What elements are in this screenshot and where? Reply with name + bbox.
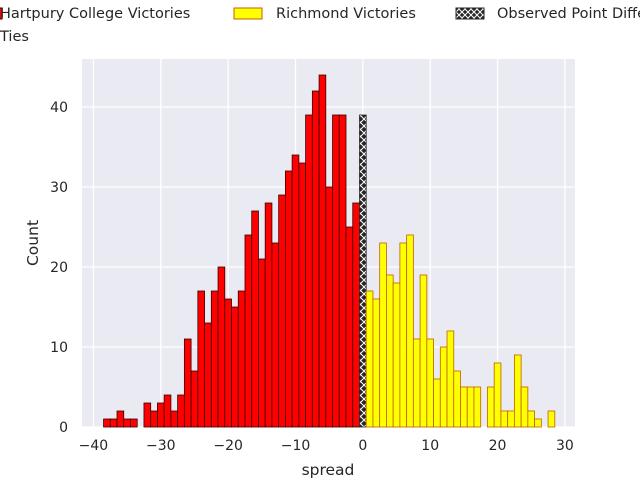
bar-hartpury-college-victories — [123, 418, 131, 428]
bar-hartpury-college-victories — [183, 338, 192, 428]
bar-hartpury-college-victories — [258, 258, 266, 428]
bar-hartpury-college-victories — [338, 114, 347, 428]
bar-hartpury-college-victories — [291, 154, 300, 428]
bar-hartpury-college-victories — [311, 90, 320, 428]
bar-hartpury-college-victories — [170, 410, 179, 428]
x-tick-label: 30 — [556, 438, 574, 454]
bar-richmond-victories — [412, 338, 421, 428]
bar-richmond-victories — [439, 346, 448, 428]
bar-richmond-victories — [372, 298, 381, 428]
bar-hartpury-college-victories — [163, 394, 172, 428]
bar-hartpury-college-victories — [278, 194, 286, 428]
bar-richmond-victories — [379, 242, 387, 428]
legend-label-hartpury: Hartpury College Victories — [0, 6, 190, 22]
bar-richmond-victories — [466, 386, 475, 428]
bar-richmond-victories — [493, 362, 502, 428]
legend-swatch-observed — [455, 7, 485, 20]
x-axis-label: spread — [302, 461, 355, 479]
bar-richmond-victories — [547, 410, 556, 428]
bar-hartpury-college-victories — [332, 114, 340, 428]
y-tick-labels: 0 10 20 30 40 — [50, 100, 68, 436]
bar-richmond-victories — [365, 290, 374, 428]
y-tick-label: 10 — [50, 340, 68, 356]
bar-hartpury-college-victories — [197, 290, 205, 428]
legend-label-ties: Ties — [0, 29, 29, 45]
x-tick-label: −20 — [213, 438, 243, 454]
x-tick-label: 20 — [489, 438, 507, 454]
bar-hartpury-college-victories — [271, 242, 280, 428]
bar-hartpury-college-victories — [177, 394, 185, 428]
bar-richmond-victories — [520, 386, 529, 428]
y-tick-label: 20 — [50, 260, 68, 276]
y-tick-label: 30 — [50, 180, 68, 196]
bar-richmond-victories — [406, 234, 414, 428]
bar-richmond-victories — [513, 354, 522, 428]
bar-richmond-victories — [473, 386, 482, 428]
x-tick-label: −30 — [146, 438, 176, 454]
legend: Hartpury College Victories Richmond Vict… — [0, 6, 640, 45]
bar-hartpury-college-victories — [298, 162, 307, 428]
x-tick-label: 10 — [421, 438, 439, 454]
bar-hartpury-college-victories — [224, 298, 232, 428]
bar-hartpury-college-victories — [130, 418, 138, 428]
bar-hartpury-college-victories — [231, 306, 239, 428]
bar-hartpury-college-victories — [143, 402, 152, 428]
bar-observed-point-differential — [359, 114, 367, 428]
bar-hartpury-college-victories — [305, 114, 313, 428]
bar-richmond-victories — [419, 274, 428, 428]
bar-hartpury-college-victories — [217, 266, 226, 428]
bar-hartpury-college-victories — [345, 226, 354, 428]
bar-richmond-victories — [527, 410, 535, 428]
bar-richmond-victories — [487, 386, 495, 428]
x-tick-label: −10 — [281, 438, 311, 454]
x-tick-label: 0 — [358, 438, 367, 454]
legend-label-richmond: Richmond Victories — [276, 6, 416, 22]
bar-richmond-victories — [500, 410, 509, 428]
bar-hartpury-college-victories — [116, 410, 125, 428]
bar-richmond-victories — [453, 370, 461, 428]
y-axis-label: Count — [24, 220, 42, 266]
bar-richmond-victories — [446, 330, 455, 428]
y-tick-label: 0 — [59, 420, 68, 436]
bar-richmond-victories — [507, 410, 515, 428]
bar-hartpury-college-victories — [103, 418, 111, 428]
bar-hartpury-college-victories — [190, 370, 199, 428]
bar-hartpury-college-victories — [150, 410, 158, 428]
legend-label-observed: Observed Point Differential — [497, 6, 640, 22]
bar-richmond-victories — [460, 386, 468, 428]
bar-richmond-victories — [386, 274, 394, 428]
bar-hartpury-college-victories — [318, 74, 327, 428]
bar-richmond-victories — [426, 338, 434, 428]
x-tick-labels: −40 −30 −20 −10 0 10 20 30 — [79, 438, 574, 454]
bar-hartpury-college-victories — [244, 234, 253, 428]
bar-hartpury-college-victories — [204, 322, 212, 428]
bar-hartpury-college-victories — [251, 210, 259, 428]
bar-hartpury-college-victories — [237, 290, 246, 428]
legend-swatch-richmond — [233, 7, 263, 20]
bar-richmond-victories — [399, 242, 408, 428]
bar-richmond-victories — [433, 378, 441, 428]
y-tick-label: 40 — [50, 100, 68, 116]
bars — [103, 74, 556, 428]
bar-hartpury-college-victories — [109, 418, 118, 428]
legend-swatch-hartpury — [0, 7, 3, 20]
bar-richmond-victories — [534, 418, 542, 428]
bar-hartpury-college-victories — [264, 202, 273, 428]
bar-richmond-victories — [392, 282, 401, 428]
bar-hartpury-college-victories — [352, 202, 360, 428]
bar-hartpury-college-victories — [325, 186, 333, 428]
bar-hartpury-college-victories — [210, 290, 219, 428]
bar-hartpury-college-victories — [157, 402, 165, 428]
x-tick-label: −40 — [79, 438, 109, 454]
bar-hartpury-college-victories — [284, 170, 293, 428]
